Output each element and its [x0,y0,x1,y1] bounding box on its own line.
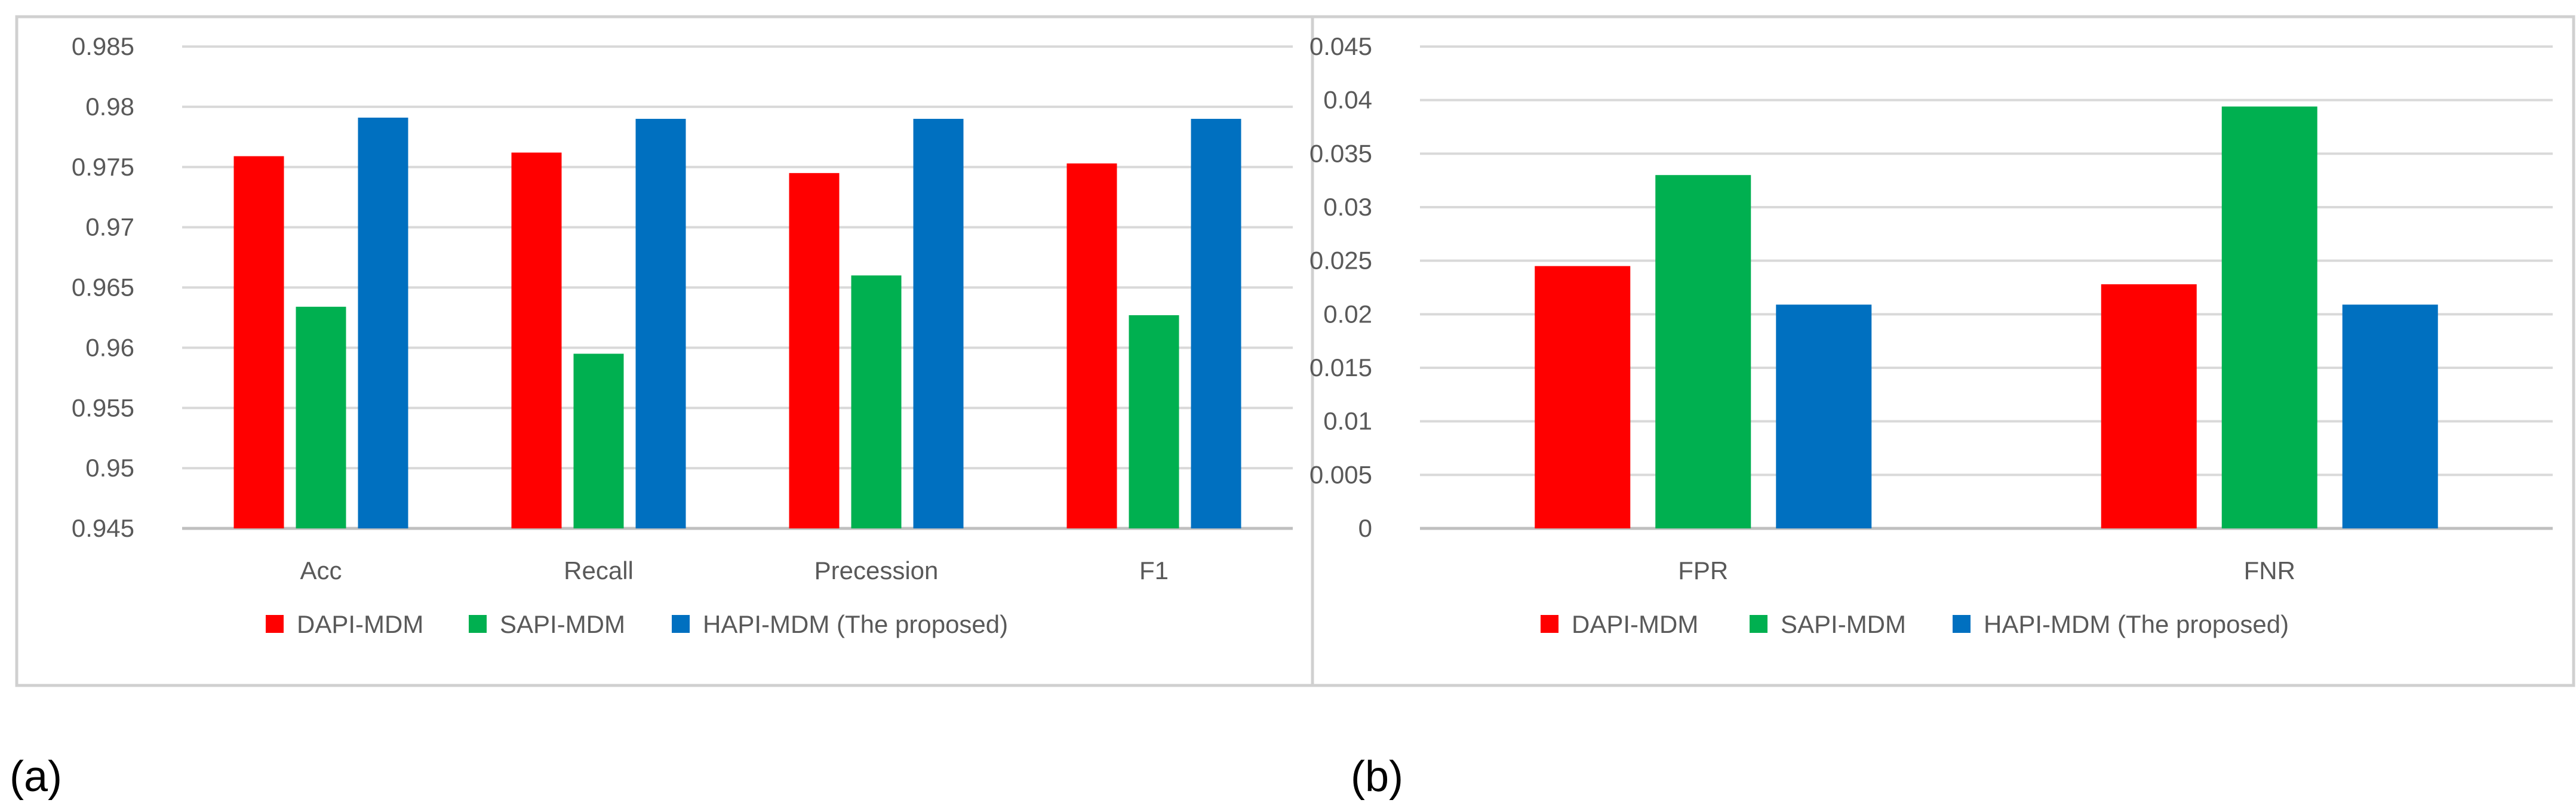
legend-swatch-b-2 [1750,615,1767,633]
bar-a-acc-series-1 [233,156,284,528]
bar-b-fpr-series-2 [1655,175,1751,528]
y-tick-label-a-5: 0.97 [85,213,134,241]
x-tick-label-b-1: FNR [2244,556,2295,585]
bar-a-acc-series-3 [358,118,408,529]
y-tick-label-b-0: 0 [1358,514,1372,542]
legend-label-a-1: DAPI-MDM [297,610,423,638]
y-tick-label-b-6: 0.03 [1323,193,1372,221]
legend-swatch-a-1 [266,615,284,633]
bar-a-precession-series-2 [851,275,902,528]
chart-b: 0 0.005 0.01 0.015 0.02 0.025 0.03 0.035 0.04 0.0… [1309,32,2553,638]
y-tick-label-b-2: 0.01 [1323,407,1372,435]
x-tick-label-a-2: Precession [814,556,939,585]
bar-a-recall-series-3 [635,119,686,529]
panel-label-b: (b) [1351,753,1403,801]
x-tick-label-a-3: F1 [1139,556,1169,585]
y-tick-label-a-8: 0.985 [72,32,134,60]
legend-label-a-2: SAPI-MDM [500,610,625,638]
y-tick-label-b-1: 0.005 [1309,460,1372,488]
bar-a-f1-series-3 [1191,119,1241,529]
legend-label-a-3: HAPI-MDM (The proposed) [703,610,1008,638]
bar-a-acc-series-2 [296,306,346,528]
y-tick-label-b-9: 0.045 [1309,32,1372,60]
bar-a-recall-series-1 [511,152,562,529]
y-tick-label-b-7: 0.035 [1309,139,1372,167]
y-tick-label-b-4: 0.02 [1323,300,1372,328]
x-tick-label-b-0: FPR [1678,556,1728,585]
legend-swatch-a-3 [672,615,690,633]
legend-label-b-1: DAPI-MDM [1572,610,1698,638]
y-tick-label-a-3: 0.96 [85,333,134,361]
bar-b-fpr-series-1 [1535,266,1631,528]
chart-a: 0.945 0.95 0.955 0.96 0.965 0.97 0.975 0.98 0.98… [72,32,1293,638]
legend-swatch-a-2 [469,615,487,633]
bar-a-precession-series-3 [913,119,964,529]
y-tick-label-a-4: 0.965 [72,273,134,302]
bar-b-fnr-series-3 [2342,304,2438,528]
bar-a-recall-series-2 [573,353,624,528]
x-tick-label-a-1: Recall [564,556,634,585]
y-tick-label-a-2: 0.955 [72,393,134,422]
bar-a-precession-series-1 [789,173,840,528]
y-tick-label-b-3: 0.015 [1309,353,1372,382]
bar-a-f1-series-2 [1129,315,1179,528]
legend-swatch-b-1 [1541,615,1558,633]
bar-b-fnr-series-2 [2221,106,2317,529]
y-tick-label-a-7: 0.98 [85,93,134,121]
x-tick-label-a-0: Acc [300,556,342,585]
y-tick-label-b-8: 0.04 [1323,86,1372,114]
bar-a-f1-series-1 [1066,163,1117,528]
legend-label-b-3: HAPI-MDM (The proposed) [1984,610,2289,638]
legend-swatch-b-3 [1953,615,1971,633]
bar-b-fnr-series-1 [2101,284,2197,528]
y-tick-label-a-6: 0.975 [72,153,134,181]
panel-label-a: (a) [10,753,62,801]
y-tick-label-a-1: 0.95 [85,454,134,482]
bar-b-fpr-series-3 [1776,304,1872,528]
y-tick-label-b-5: 0.025 [1309,247,1372,275]
legend-label-b-2: SAPI-MDM [1781,610,1906,638]
y-tick-label-a-0: 0.945 [72,514,134,542]
